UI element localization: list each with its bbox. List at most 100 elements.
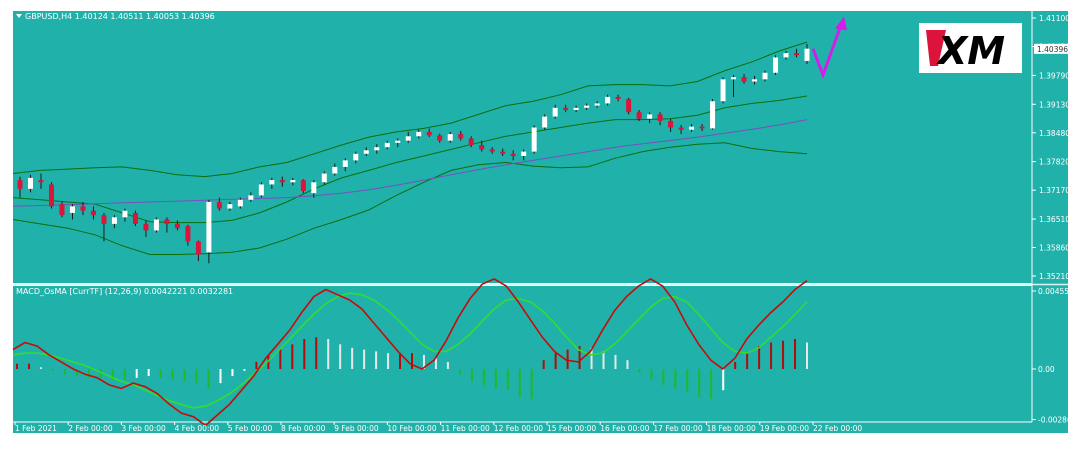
candle-bull — [332, 166, 338, 174]
candle-bull — [353, 153, 359, 161]
candle-bear — [479, 145, 485, 150]
moving-average-line — [12, 119, 808, 207]
candle-bear — [678, 127, 684, 130]
candle-bear — [143, 223, 149, 231]
xm-logo-text: XM — [936, 29, 1005, 73]
price-tick-label: 1.37820 — [1039, 158, 1070, 167]
candle-bull — [269, 180, 275, 185]
candle-bear — [90, 210, 96, 216]
candle-bull — [710, 101, 716, 129]
candle-bear — [615, 96, 621, 100]
candle-bull — [605, 96, 611, 104]
candle-bear — [300, 180, 306, 192]
candle-bear — [279, 180, 285, 183]
candle-bull — [374, 147, 380, 151]
candle-bull — [521, 151, 527, 156]
candle-bull — [752, 79, 758, 82]
candle-bull — [27, 177, 33, 189]
price-axis-panel — [1032, 11, 1068, 422]
candle-bear — [59, 204, 65, 216]
price-tick-label: 1.37170 — [1039, 186, 1070, 195]
candle-bull — [762, 72, 768, 80]
candle-bear — [48, 184, 54, 207]
price-tick-label: 1.39790 — [1039, 71, 1070, 80]
candle-bear — [636, 112, 642, 119]
forecast-arrow-head-icon — [835, 16, 847, 31]
forecast-arrow-line — [811, 21, 844, 80]
time-tick-label: 4 Feb 00:00 — [175, 424, 220, 433]
time-tick-label: 5 Feb 00:00 — [228, 424, 273, 433]
candle-bull — [237, 199, 243, 207]
candle-bull — [290, 180, 296, 183]
candle-bull — [573, 107, 579, 110]
candle-bull — [248, 195, 254, 200]
candle-bear — [216, 201, 222, 209]
price-panel — [13, 11, 1032, 283]
candle-bear — [510, 153, 516, 156]
time-tick-label: 15 Feb 00:00 — [547, 424, 596, 433]
candle-bull — [206, 201, 212, 253]
candle-bull — [531, 127, 537, 152]
candle-bull — [594, 103, 600, 106]
candle-bull — [804, 48, 810, 61]
candle-bull — [773, 57, 779, 73]
candle-bull — [552, 107, 558, 117]
macd-signal-line — [12, 292, 808, 409]
candle-bear — [195, 241, 201, 255]
candle-bull — [405, 136, 411, 141]
candle-bull — [542, 116, 548, 128]
last-price-label: 1.40396 — [1037, 45, 1068, 54]
candle-bear — [668, 120, 674, 128]
xm-logo-mark-icon — [926, 30, 946, 66]
price-tick-label: 1.41100 — [1039, 14, 1070, 23]
candle-bull — [584, 105, 590, 108]
candle-bear — [17, 180, 23, 189]
candle-bear — [626, 99, 632, 113]
macd-tick-label: 0.00 — [1038, 365, 1055, 374]
symbol-line: GBPUSD,H4 1.40124 1.40511 1.40053 1.4039… — [25, 12, 215, 21]
price-tick-label: 1.35210 — [1039, 272, 1070, 281]
time-tick-label: 16 Feb 00:00 — [600, 424, 649, 433]
macd-tick-label: 0.004559 — [1038, 287, 1074, 296]
candle-bull — [416, 131, 422, 137]
candle-bull — [311, 182, 317, 194]
candle-bull — [111, 217, 117, 224]
time-tick-label: 10 Feb 00:00 — [387, 424, 436, 433]
candle-bull — [321, 173, 327, 183]
xm-logo: XM — [919, 23, 1022, 73]
candle-bull — [447, 134, 453, 141]
candle-bull — [395, 140, 401, 143]
time-tick-label: 3 Feb 00:00 — [121, 424, 166, 433]
candle-bull — [363, 150, 369, 154]
candle-bull — [122, 210, 128, 218]
candle-bear — [458, 134, 464, 139]
time-axis-panel — [13, 422, 1068, 433]
candle-bear — [185, 226, 191, 242]
time-tick-label: 9 Feb 00:00 — [334, 424, 379, 433]
macd-main-line — [12, 277, 808, 427]
macd-label: MACD_OsMA [CurrTF] (12,26,9) 0.0042221 0… — [16, 287, 233, 296]
candle-bear — [657, 114, 663, 121]
candle-bear — [563, 107, 569, 110]
candle-bear — [741, 77, 747, 82]
time-tick-label: 12 Feb 00:00 — [494, 424, 543, 433]
candle-bear — [437, 135, 443, 141]
macd-tick-label: -0.002860 — [1038, 416, 1077, 425]
candle-bear — [101, 215, 107, 224]
candle-bear — [164, 219, 170, 224]
candle-bull — [689, 126, 695, 130]
time-tick-label: 17 Feb 00:00 — [653, 424, 702, 433]
price-tick-label: 1.38480 — [1039, 129, 1070, 138]
candle-bear — [132, 212, 138, 224]
time-tick-label: 1 Feb 2021 — [15, 424, 57, 433]
time-tick-label: 19 Feb 00:00 — [760, 424, 809, 433]
candle-bull — [342, 160, 348, 167]
time-tick-label: 8 Feb 00:00 — [281, 424, 326, 433]
price-tick-label: 1.39130 — [1039, 100, 1070, 109]
candle-bear — [38, 180, 44, 183]
time-tick-label: 22 Feb 00:00 — [813, 424, 862, 433]
candle-bear — [500, 151, 506, 154]
candle-bull — [647, 114, 653, 119]
candle-bull — [153, 219, 159, 231]
